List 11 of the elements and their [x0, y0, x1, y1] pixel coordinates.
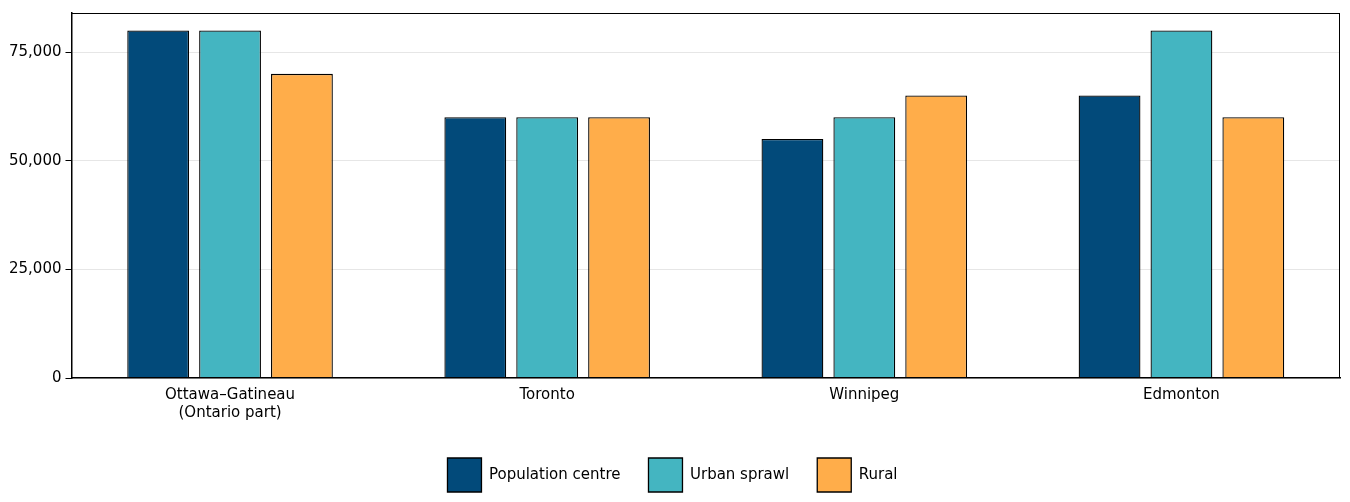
x-tick-label: Toronto: [518, 384, 575, 403]
legend-label: Rural: [858, 464, 898, 483]
legend-label: Population centre: [488, 464, 621, 483]
x-tick-label: Winnipeg: [829, 384, 900, 403]
legend-label: Urban sprawl: [689, 464, 790, 483]
y-tick-label: 75,000: [8, 42, 62, 60]
x-tick-label: Ottawa–Gatineau (Ontario part): [165, 384, 296, 421]
y-tick-label: 50,000: [8, 150, 62, 169]
x-tick-label: Edmonton: [1143, 384, 1220, 403]
y-tick-label: 0: [51, 367, 62, 386]
y-tick-label: 25,000: [8, 259, 62, 278]
